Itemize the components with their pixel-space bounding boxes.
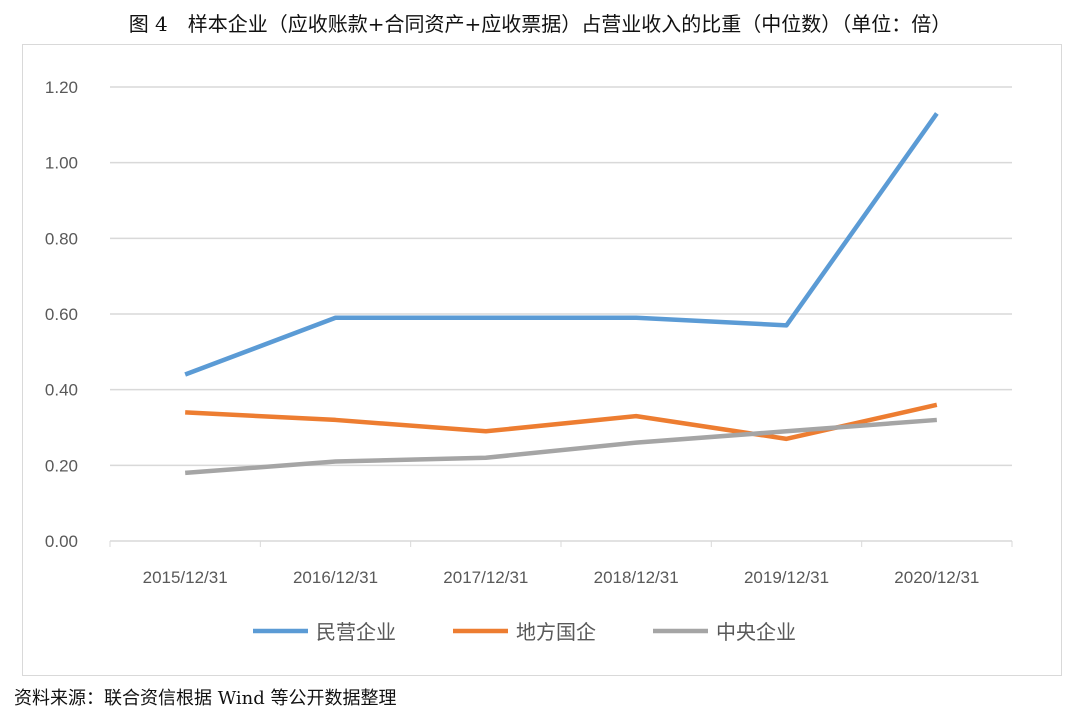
- x-tick-label: 2015/12/31: [143, 568, 228, 587]
- legend-label: 中央企业: [716, 620, 796, 644]
- legend-label: 地方国企: [516, 620, 596, 644]
- chart-title: 图 4 样本企业（应收账款+合同资产+应收票据）占营业收入的比重（中位数）（单位…: [128, 12, 952, 36]
- y-tick-label: 0.00: [45, 532, 78, 551]
- x-tick-label: 2020/12/31: [894, 568, 979, 587]
- legend-label: 民营企业: [316, 620, 396, 644]
- series-line-1: [185, 402, 938, 442]
- line-chart: 0.00 0.20 0.40 0.60 0.80 1.00 1.20 2015/12/31 20…: [45, 78, 1013, 644]
- x-tick-label: 2019/12/31: [744, 568, 829, 587]
- x-tick-label: 2018/12/31: [594, 568, 679, 587]
- y-tick-label: 1.20: [45, 78, 78, 97]
- series-line-0: [184, 112, 939, 377]
- y-tick-label: 0.20: [45, 456, 78, 475]
- y-tick-label: 0.60: [45, 305, 78, 324]
- y-tick-label: 1.00: [45, 154, 78, 173]
- x-tick-label: 2017/12/31: [443, 568, 528, 587]
- source-note: 资料来源：联合资信根据 Wind 等公开数据整理: [14, 688, 397, 709]
- series-line-2: [184, 417, 938, 476]
- chart-frame: [22, 44, 1062, 676]
- y-tick-label: 0.80: [45, 229, 78, 248]
- x-tick-label: 2016/12/31: [293, 568, 378, 587]
- y-tick-label: 0.40: [45, 381, 78, 400]
